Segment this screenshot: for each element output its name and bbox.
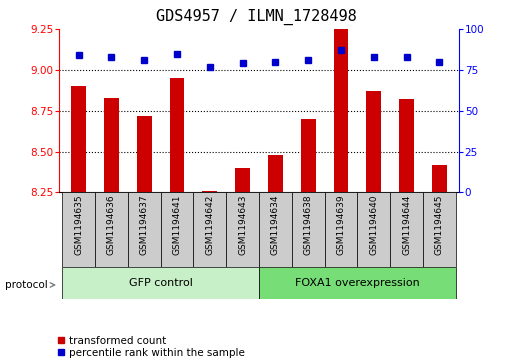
Bar: [226, 192, 259, 267]
Text: GFP control: GFP control: [129, 278, 192, 288]
Bar: [333, 28, 348, 192]
Text: GSM1194641: GSM1194641: [172, 195, 182, 255]
Bar: [366, 91, 381, 192]
Bar: [358, 192, 390, 267]
Bar: [203, 191, 217, 192]
Bar: [235, 168, 250, 192]
Bar: [128, 192, 161, 267]
Bar: [390, 192, 423, 267]
Bar: [259, 267, 456, 299]
Bar: [137, 115, 152, 192]
Text: GSM1194637: GSM1194637: [140, 195, 149, 255]
Text: GSM1194644: GSM1194644: [402, 195, 411, 255]
Bar: [432, 165, 447, 192]
Bar: [325, 192, 358, 267]
Text: GSM1194640: GSM1194640: [369, 195, 379, 255]
Text: GSM1194634: GSM1194634: [271, 195, 280, 255]
Bar: [268, 155, 283, 192]
Text: GDS4957 / ILMN_1728498: GDS4957 / ILMN_1728498: [156, 9, 357, 25]
Bar: [62, 192, 95, 267]
Bar: [399, 99, 414, 192]
Text: GSM1194645: GSM1194645: [435, 195, 444, 255]
Legend: transformed count, percentile rank within the sample: transformed count, percentile rank withi…: [56, 336, 245, 358]
Text: GSM1194639: GSM1194639: [337, 195, 346, 255]
Bar: [71, 86, 86, 192]
Bar: [170, 78, 185, 192]
Text: GSM1194635: GSM1194635: [74, 195, 83, 255]
Bar: [301, 119, 315, 192]
Text: GSM1194638: GSM1194638: [304, 195, 313, 255]
Text: protocol: protocol: [5, 280, 48, 290]
Bar: [62, 267, 259, 299]
Bar: [95, 192, 128, 267]
Bar: [259, 192, 292, 267]
Text: GSM1194642: GSM1194642: [205, 195, 214, 255]
Text: GSM1194643: GSM1194643: [238, 195, 247, 255]
Bar: [104, 98, 119, 192]
Text: FOXA1 overexpression: FOXA1 overexpression: [295, 278, 420, 288]
Bar: [193, 192, 226, 267]
Bar: [423, 192, 456, 267]
Bar: [292, 192, 325, 267]
Bar: [161, 192, 193, 267]
Text: GSM1194636: GSM1194636: [107, 195, 116, 255]
